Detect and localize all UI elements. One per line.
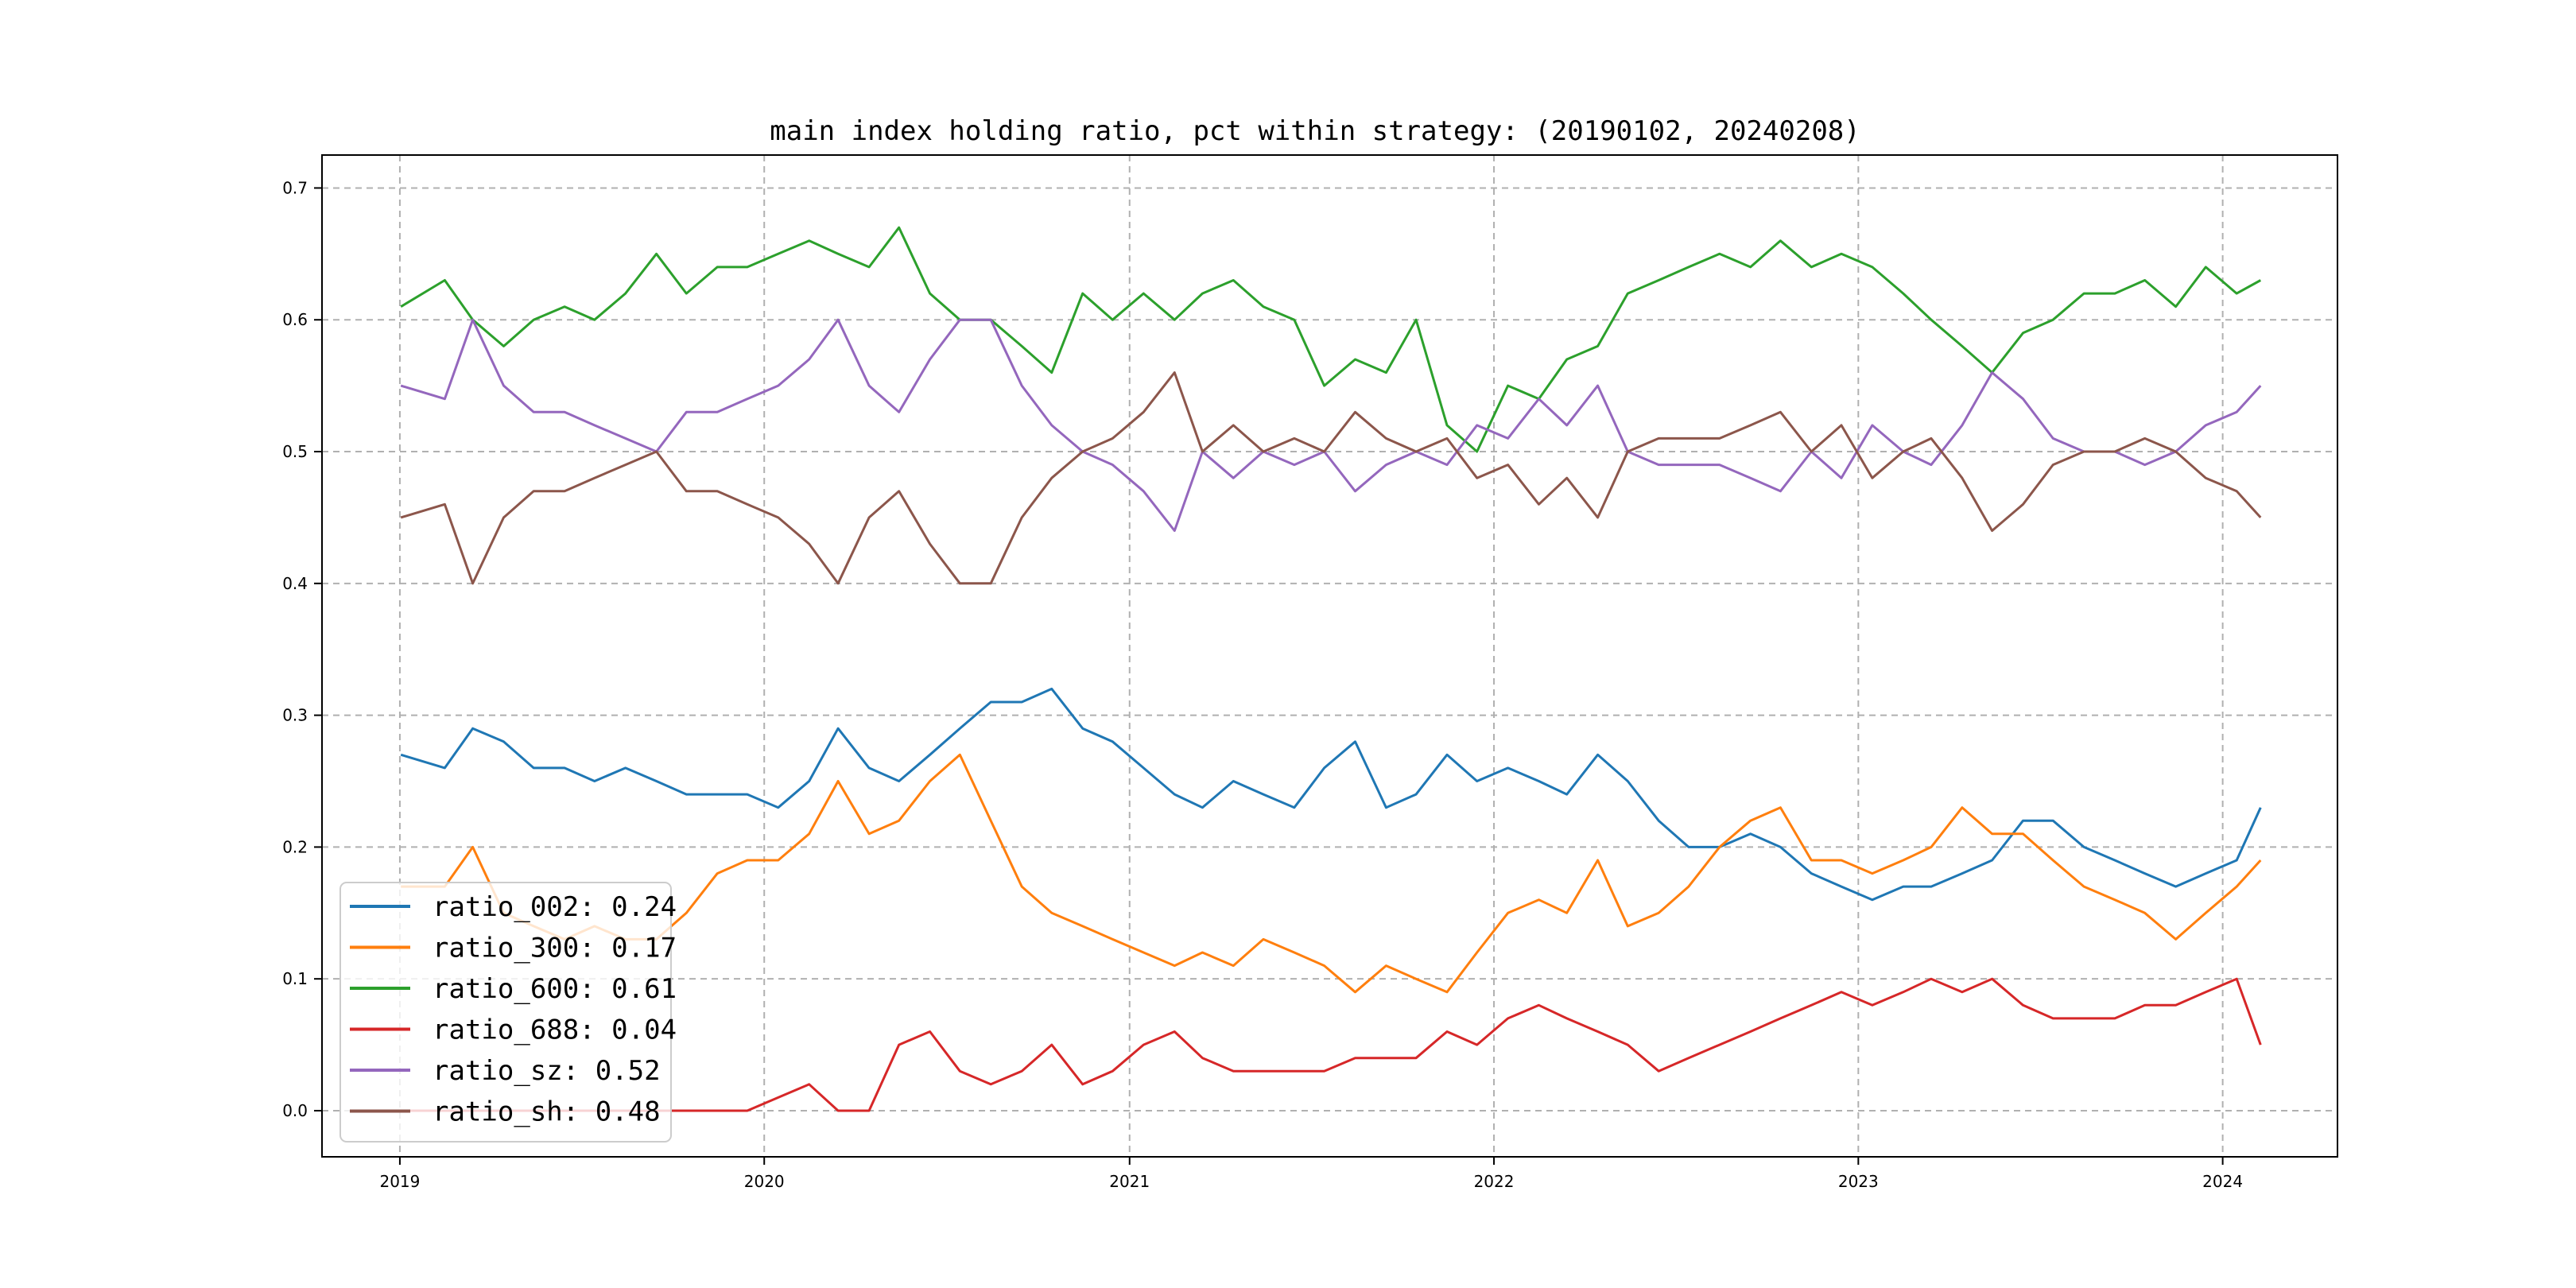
legend-label: ratio_600: 0.61 (433, 973, 677, 1005)
y-tick-label: 0.1 (282, 969, 308, 988)
x-axis: 2019 2020 2021 2022 2023 2024 (379, 1157, 2243, 1191)
y-tick-label: 0.5 (282, 442, 308, 461)
chart-title: main index holding ratio, pct within str… (770, 115, 1860, 147)
series-line-ratio-sz (400, 318, 2262, 532)
series-line-ratio-002 (400, 687, 2262, 902)
x-tick-label: 2021 (1109, 1172, 1150, 1191)
y-axis: 0.0 0.1 0.2 0.3 0.4 0.5 0.6 0.7 (282, 178, 322, 1120)
y-tick-label: 0.6 (282, 310, 308, 329)
series-layer (400, 226, 2262, 1112)
x-tick-label: 2019 (379, 1172, 420, 1191)
legend-label: ratio_300: 0.17 (433, 933, 677, 964)
plot-area-frame (321, 154, 2338, 1158)
y-tick-label: 0.4 (282, 574, 308, 593)
x-tick-label: 2022 (1474, 1172, 1515, 1191)
y-tick-label: 0.3 (282, 706, 308, 725)
legend-label: ratio_688: 0.04 (433, 1014, 677, 1046)
legend-label: ratio_sh: 0.48 (433, 1096, 661, 1128)
x-tick-label: 2024 (2202, 1172, 2243, 1191)
legend-label: ratio_sz: 0.52 (433, 1055, 661, 1087)
series-line-ratio-600 (400, 226, 2262, 453)
y-tick-label: 0.2 (282, 837, 308, 856)
legend-box (339, 882, 672, 1143)
series-line-ratio-300 (401, 753, 2262, 994)
legend: ratio_002: 0.24 ratio_300: 0.17 ratio_600:… (339, 882, 677, 1143)
y-tick-label: 0.0 (282, 1101, 308, 1120)
series-line-ratio-sh (400, 371, 2262, 585)
y-tick-label: 0.7 (282, 178, 308, 197)
series-line-ratio-688 (401, 977, 2262, 1112)
legend-label: ratio_002: 0.24 (433, 891, 677, 923)
x-tick-label: 2020 (744, 1172, 785, 1191)
x-tick-label: 2023 (1838, 1172, 1879, 1191)
